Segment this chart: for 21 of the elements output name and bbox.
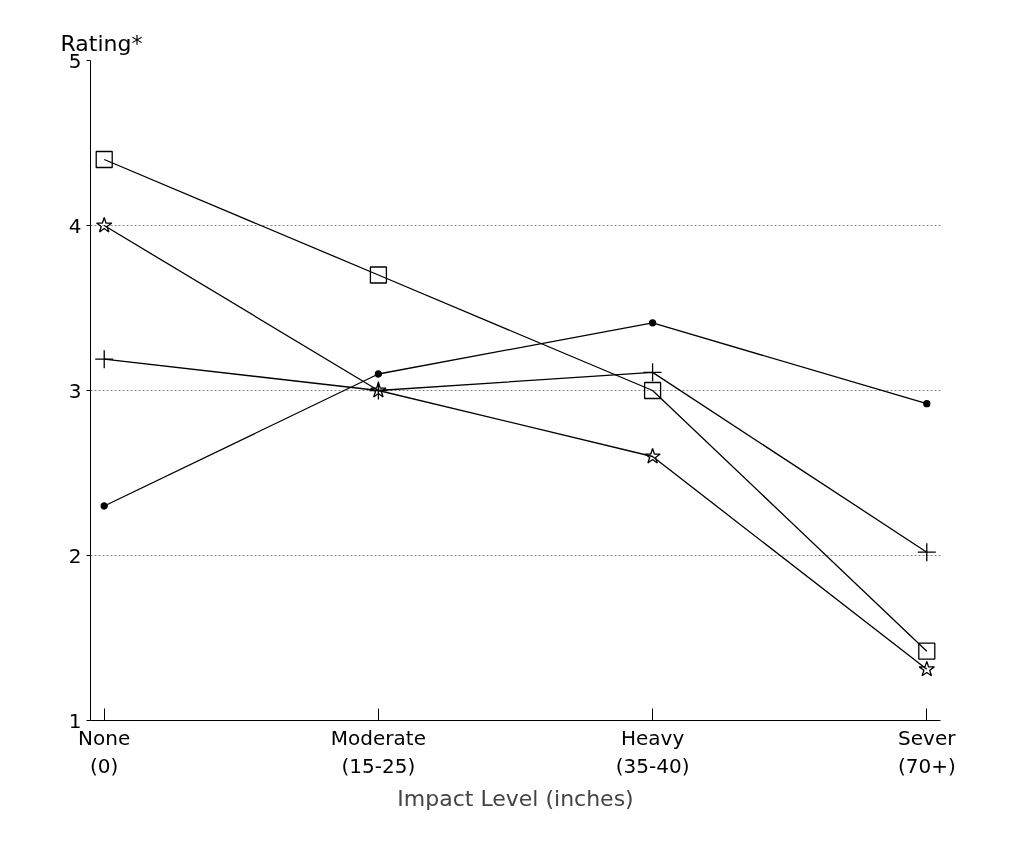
point (648, 319, 657, 327)
point (95, 150, 113, 169)
point (918, 660, 936, 677)
y-tick-label: 4 (68, 213, 82, 238)
point (642, 362, 663, 382)
point (644, 447, 661, 464)
point (374, 370, 383, 378)
y-tick-label: 3 (68, 378, 82, 403)
x-axis-title: Impact Level (inches) (397, 786, 634, 812)
point (643, 381, 662, 400)
point (923, 400, 931, 408)
point (917, 542, 937, 562)
point (918, 642, 936, 660)
point (95, 216, 113, 233)
point (369, 266, 388, 284)
x-tick-label: Sever (70+) (897, 725, 957, 779)
x-tick-label: Moderate (15-25) (330, 725, 426, 779)
x-tick-label: Heavy (35-40) (615, 725, 690, 779)
y-tick-label: 2 (68, 543, 82, 568)
point (100, 502, 108, 510)
point (94, 349, 114, 369)
